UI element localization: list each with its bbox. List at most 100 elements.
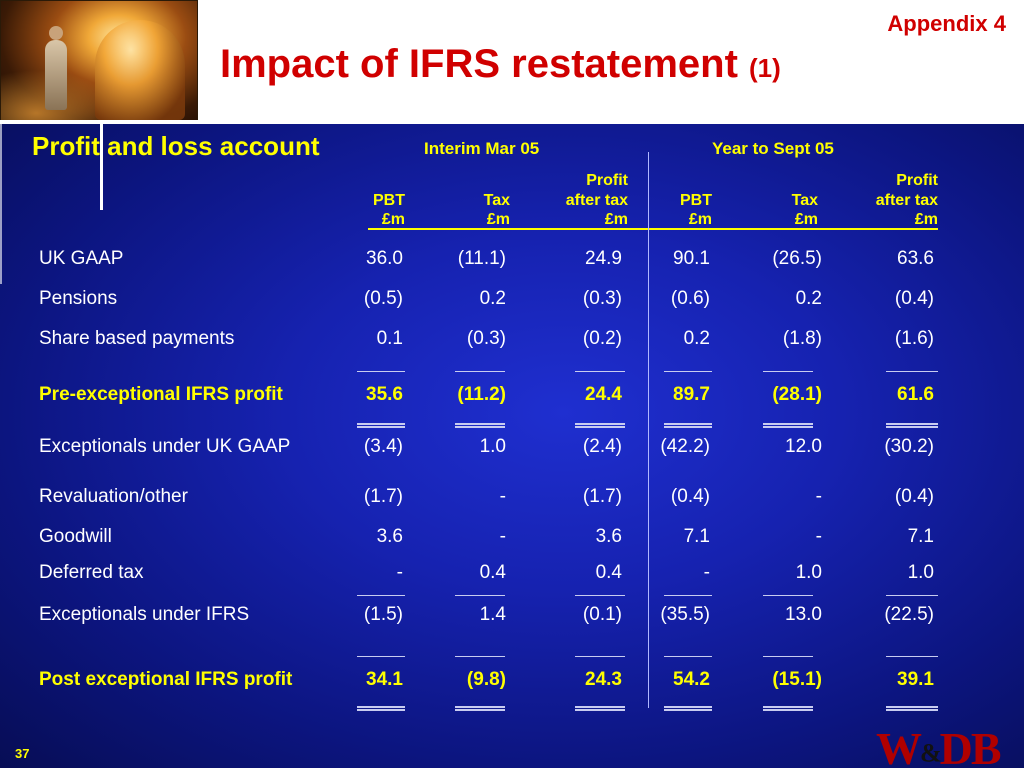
table-cell: - <box>499 486 506 507</box>
table-cell: (3.4) <box>363 436 403 457</box>
table-cell: (0.6) <box>670 288 710 309</box>
column-header-3-line3: £m <box>604 211 628 228</box>
column-header-6-line1: Profit <box>896 172 938 189</box>
row-label: Pensions <box>39 288 118 309</box>
column-header-5-line3: £m <box>794 211 818 228</box>
table-cell: 7.1 <box>907 526 934 547</box>
subtotal-rule <box>575 371 625 372</box>
subtotal-rule <box>886 595 938 596</box>
column-header-1-line3: £m <box>381 211 405 228</box>
subtotal-rule <box>763 595 813 596</box>
appendix-label: Appendix 4 <box>887 11 1006 36</box>
table-cell: (22.5) <box>884 604 934 625</box>
table-cell: 0.2 <box>795 288 822 309</box>
table-cell: 12.0 <box>785 436 822 457</box>
title-suffix: (1) <box>749 53 781 83</box>
table-cell: (0.3) <box>582 288 622 309</box>
table-cell: 61.6 <box>897 384 934 405</box>
table-cell: (1.5) <box>363 604 403 625</box>
subtotal-rule <box>357 595 405 596</box>
table-cell: 1.4 <box>479 604 506 625</box>
table-cell: 24.9 <box>585 248 622 269</box>
subtotal-rule <box>357 371 405 372</box>
table-cell: 34.1 <box>366 669 403 690</box>
table-cell: (26.5) <box>772 248 822 269</box>
table-cell: 90.1 <box>673 248 710 269</box>
subtotal-rule <box>664 371 712 372</box>
table-cell: (1.7) <box>363 486 403 507</box>
company-logo: W&DB <box>876 722 1002 768</box>
page-title: Impact of IFRS restatement (1) <box>220 42 781 87</box>
row-label: Exceptionals under UK GAAP <box>39 436 291 457</box>
row-label: Post exceptional IFRS profit <box>39 669 293 690</box>
table-cell: 89.7 <box>673 384 710 405</box>
table-cell: - <box>815 526 822 547</box>
header-rule <box>0 120 1024 124</box>
table-cell: (2.4) <box>582 436 622 457</box>
table-cell: (0.4) <box>670 486 710 507</box>
row-label: UK GAAP <box>39 248 124 269</box>
title-text: Impact of IFRS restatement <box>220 42 738 86</box>
table-cell: 3.6 <box>376 526 403 547</box>
column-header-2-line2: Tax <box>483 191 510 209</box>
table-cell: 63.6 <box>897 248 934 269</box>
logo-ampersand: & <box>920 738 942 768</box>
table-cell: 0.2 <box>479 288 506 309</box>
total-double-rule <box>664 423 712 428</box>
total-double-rule <box>886 706 938 711</box>
total-double-rule <box>455 706 505 711</box>
subtotal-rule <box>664 595 712 596</box>
section-heading: Profit and loss account <box>32 131 320 161</box>
table-cell: - <box>815 486 822 507</box>
page-number: 37 <box>15 746 30 761</box>
header-underline <box>368 228 938 230</box>
table-cell: (11.1) <box>457 248 506 269</box>
subtotal-rule <box>575 595 625 596</box>
total-double-rule <box>455 423 505 428</box>
period-header-interim: Interim Mar 05 <box>424 139 540 158</box>
brewery-photo <box>0 0 198 124</box>
total-double-rule <box>886 423 938 428</box>
total-double-rule <box>575 706 625 711</box>
table-cell: (0.4) <box>894 486 934 507</box>
table-cell: 36.0 <box>366 248 403 269</box>
total-double-rule <box>763 423 813 428</box>
column-header-3-line2: after tax <box>565 191 628 209</box>
table-cell: (0.3) <box>466 328 506 349</box>
column-header-6-line3: £m <box>914 211 938 228</box>
column-header-4-line2: PBT <box>680 191 712 209</box>
table-cell: (1.8) <box>782 328 822 349</box>
period-header-year: Year to Sept 05 <box>712 139 834 158</box>
table-cell: (1.7) <box>582 486 622 507</box>
period-divider <box>648 152 649 708</box>
table-cell: 39.1 <box>897 669 934 690</box>
subtotal-rule <box>575 656 625 657</box>
column-header-6-line2: after tax <box>875 191 938 209</box>
table-cell: 7.1 <box>683 526 710 547</box>
table-cell: (11.2) <box>457 384 506 405</box>
table-cell: 0.2 <box>683 328 710 349</box>
subtotal-rule <box>664 656 712 657</box>
column-header-1-line2: PBT <box>373 191 405 209</box>
table-cell: - <box>703 562 710 583</box>
table-cell: 0.4 <box>479 562 506 583</box>
table-cell: 1.0 <box>795 562 822 583</box>
total-double-rule <box>664 706 712 711</box>
table-cell: (9.8) <box>466 669 506 690</box>
total-double-rule <box>357 706 405 711</box>
subtotal-rule <box>763 656 813 657</box>
table-cell: 13.0 <box>785 604 822 625</box>
table-cell: 54.2 <box>673 669 710 690</box>
table-cell: 1.0 <box>479 436 506 457</box>
table-cell: (15.1) <box>772 669 822 690</box>
row-label: Revaluation/other <box>39 486 188 507</box>
table-cell: (1.6) <box>894 328 934 349</box>
column-header-4-line3: £m <box>688 211 712 228</box>
row-label: Share based payments <box>39 328 235 349</box>
logo-db: DB <box>939 723 1002 768</box>
subtotal-rule <box>763 371 813 372</box>
row-label: Deferred tax <box>39 562 144 583</box>
table-cell: 0.4 <box>595 562 622 583</box>
table-cell: 24.3 <box>585 669 622 690</box>
table-cell: 35.6 <box>366 384 403 405</box>
